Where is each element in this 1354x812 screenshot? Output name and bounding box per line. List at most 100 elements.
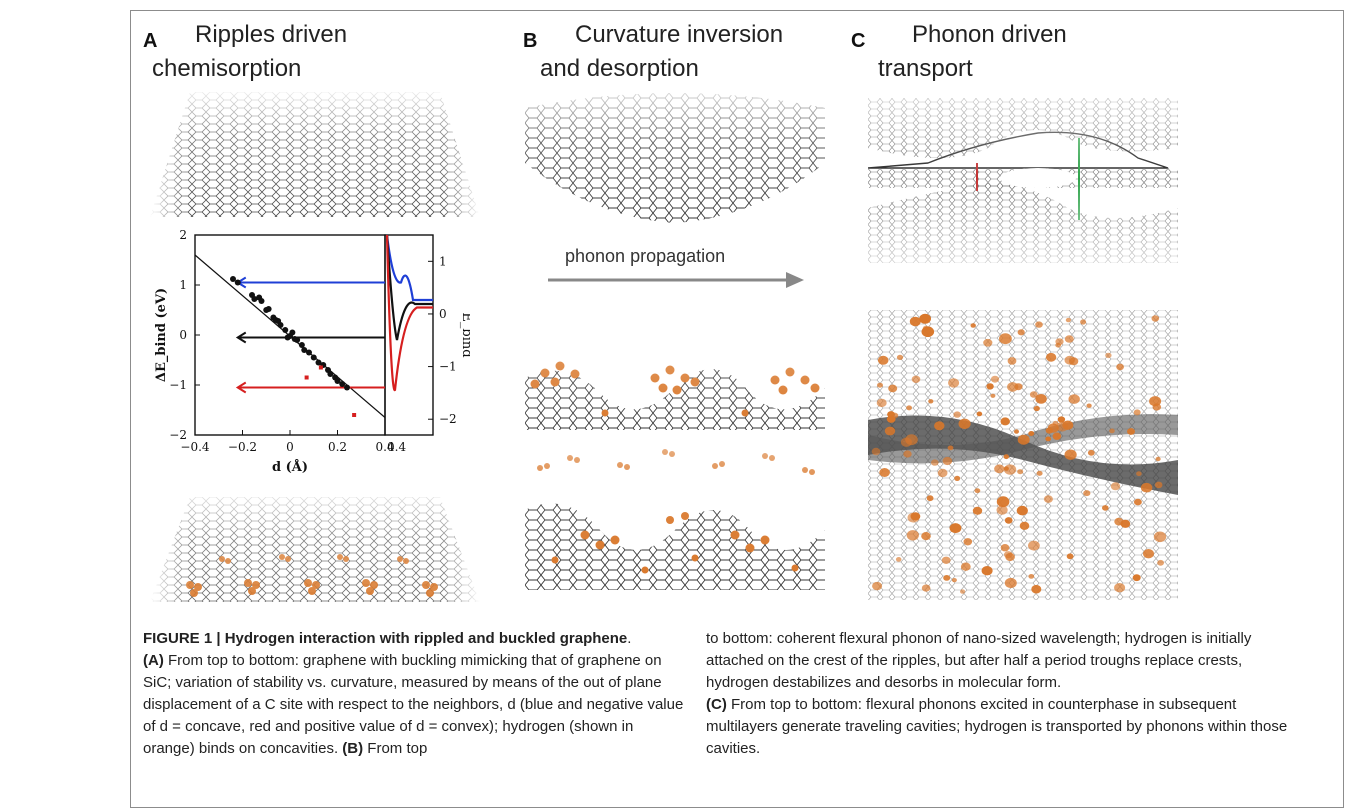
hydrogen-atom [1083, 490, 1091, 497]
right-tick-label: 0 [439, 307, 447, 321]
hydrogen-atom [937, 468, 948, 478]
hydrogen-atom [879, 468, 890, 477]
hydrogen-atom [1157, 559, 1164, 566]
hydrogen-atom [896, 354, 904, 360]
hydrogen-atom [1065, 317, 1071, 323]
hydrogen-atom [1087, 449, 1095, 456]
hydrogen-atom [1109, 428, 1115, 434]
hydrogen-atom [970, 323, 976, 328]
data-point [327, 371, 334, 377]
hydrogen-atom [934, 421, 945, 431]
hydrogen-atom [1120, 519, 1131, 528]
hydrogen-atom [1140, 482, 1153, 493]
hydrogen-atom [1102, 505, 1109, 511]
panel-c-letter: C [851, 30, 866, 52]
caption-text-b-continued: to bottom: coherent flexural phonon of n… [706, 630, 1252, 691]
hydrogen-atom [909, 316, 921, 327]
x-tick-label: −0.2 [228, 440, 257, 454]
data-point [230, 276, 236, 282]
hydrogen-atom [1080, 319, 1087, 325]
caption-label-b: (B) [342, 740, 364, 757]
hydrogen-atom [887, 411, 895, 418]
hydrogen-on-crests-image [525, 318, 825, 430]
data-point [277, 322, 284, 328]
hydrogen-atom [1036, 470, 1043, 476]
hydrogen-atom [1143, 549, 1154, 559]
hydrogen-atom [972, 506, 983, 515]
red-data-point [304, 375, 309, 380]
hydrogen-atom [1014, 429, 1019, 434]
graphene-hydrogen-sheet-image [150, 497, 480, 602]
hydrogen-desorption-image [525, 440, 825, 590]
hydrogen-atom [1004, 551, 1013, 559]
hydrogen-atom [1134, 498, 1142, 506]
hydrogen-atom [948, 378, 960, 388]
hydrogen-atom [895, 557, 902, 562]
phonon-propagation-label: phonon propagation [565, 246, 726, 266]
data-point [289, 329, 296, 336]
data-point [258, 298, 265, 304]
data-point [301, 347, 308, 353]
hydrogen-atom [1116, 363, 1124, 371]
hydrogen-atom [986, 383, 994, 390]
hydrogen-atom [1007, 382, 1019, 392]
caption-label-c: (C) [706, 696, 727, 713]
hydrogen-atom [911, 375, 921, 383]
hydrogen-atom [1028, 431, 1035, 436]
hydrogen-atom [976, 411, 983, 417]
hydrogen-atom [996, 505, 1008, 515]
right-tick-label: −1 [439, 360, 457, 374]
caption-right-column: to bottom: coherent flexural phonon of n… [706, 628, 1306, 760]
hydrogen-atom [1017, 434, 1030, 445]
figure-label: FIGURE 1 | Hydrogen interaction with rip… [143, 630, 628, 647]
hydrogen-atom [1052, 420, 1059, 426]
hydrogen-atom [1057, 416, 1066, 423]
right-tick-label: −2 [439, 412, 457, 426]
hydrogen-atom [876, 398, 887, 408]
x-tick-label: −0.4 [180, 440, 210, 454]
panel-c-title-line2: transport [878, 55, 973, 82]
hydrogen-atom [926, 495, 934, 502]
panel-a-title-line2: chemisorption [152, 55, 302, 82]
hydrogen-atom [1136, 471, 1142, 477]
hydrogen-atom [960, 562, 971, 571]
hydrogen-atom [877, 382, 883, 388]
hydrogen-atom [942, 456, 953, 466]
data-point [306, 349, 312, 356]
hydrogen-atom [1003, 466, 1009, 471]
data-point [344, 384, 350, 391]
panel-b-title-line2: and desorption [540, 55, 699, 82]
right-tick-label: 1 [439, 254, 447, 268]
data-point [265, 306, 272, 312]
phonon-transport-hydrogen-image [868, 310, 1178, 600]
inset-x-tick-label: 0.4 [387, 440, 406, 454]
hydrogen-atom [919, 313, 931, 324]
data-point [282, 327, 289, 333]
hydrogen-atom [906, 405, 912, 411]
y-tick-label: −1 [169, 378, 187, 392]
x-axis-label: d (Å) [272, 459, 308, 475]
hydrogen-atom [1155, 456, 1161, 462]
multilayer-cavity-image [868, 88, 1178, 268]
hydrogen-atom [1028, 574, 1035, 579]
hydrogen-atom [921, 584, 931, 592]
red-curve [385, 234, 433, 392]
hydrogen-atom [884, 426, 896, 436]
panel-c-title-line1: Phonon driven [912, 21, 1067, 48]
hydrogen-atom [1035, 394, 1047, 404]
hydrogen-atom [871, 447, 881, 456]
inset-frame [384, 234, 434, 436]
hydrogen-atom [931, 459, 939, 466]
flexural-phonon-sheet-image [525, 88, 825, 223]
hydrogen-atom [1064, 335, 1074, 343]
hydrogen-atom [888, 384, 898, 393]
data-point [251, 296, 258, 302]
hydrogen-atom [921, 532, 931, 541]
hydrogen-atom [1017, 469, 1024, 475]
hydrogen-atom [1007, 357, 1017, 365]
caption-left-column: FIGURE 1 | Hydrogen interaction with rip… [143, 630, 684, 757]
hydrogen-atom [999, 333, 1012, 345]
hydrogen-atom [1043, 495, 1053, 503]
hydrogen-atom [951, 578, 957, 583]
hydrogen-atom [1003, 454, 1010, 460]
